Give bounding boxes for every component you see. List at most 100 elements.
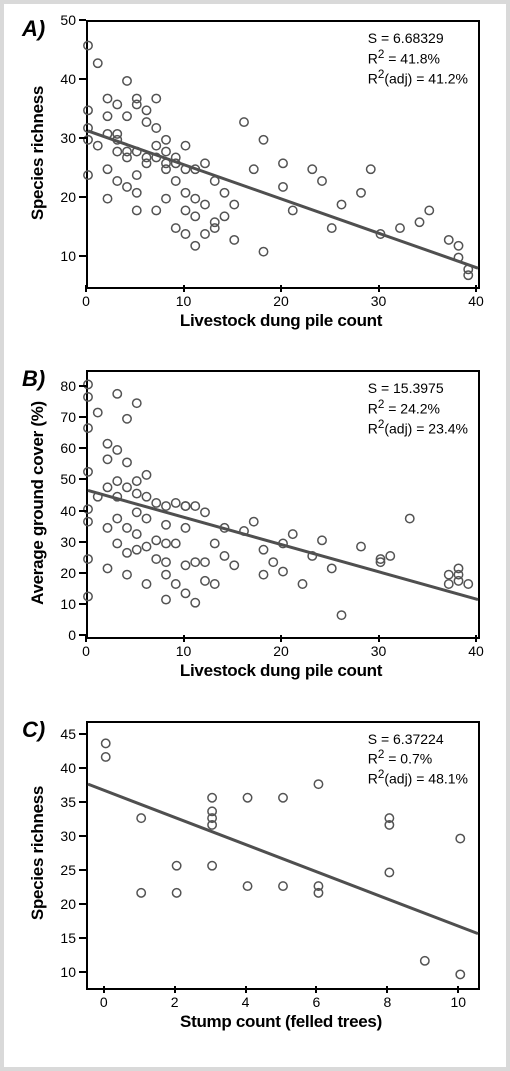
data-point xyxy=(454,242,462,250)
data-point xyxy=(84,424,92,432)
y-tick-label: 40 xyxy=(60,71,76,87)
x-tick-label: 10 xyxy=(176,293,192,309)
stat-r2: R2 = 0.7% xyxy=(368,748,468,768)
data-point xyxy=(211,218,219,226)
data-point xyxy=(162,194,170,202)
data-point xyxy=(318,536,326,544)
data-point xyxy=(464,271,472,279)
data-point xyxy=(123,549,131,557)
x-axis-title: Livestock dung pile count xyxy=(180,311,382,331)
x-tick-label: 8 xyxy=(383,994,391,1010)
y-axis-title: Species richness xyxy=(28,786,48,920)
data-point xyxy=(103,94,111,102)
x-tick-label: 0 xyxy=(82,643,90,659)
x-tick xyxy=(245,986,247,993)
y-tick-label: 50 xyxy=(60,471,76,487)
stat-r2adj: R2(adj) = 23.4% xyxy=(368,418,468,438)
stats-box: S = 6.68329R2 = 41.8%R2(adj) = 41.2% xyxy=(368,30,468,88)
data-point xyxy=(162,521,170,529)
data-point xyxy=(279,882,287,890)
stats-box: S = 6.37224R2 = 0.7%R2(adj) = 48.1% xyxy=(368,731,468,789)
y-tick xyxy=(79,869,86,871)
data-point xyxy=(230,561,238,569)
data-point xyxy=(367,165,375,173)
panel-label: A) xyxy=(22,16,45,42)
data-point xyxy=(172,580,180,588)
data-point xyxy=(152,555,160,563)
data-point xyxy=(162,558,170,566)
stat-r2adj: R2(adj) = 48.1% xyxy=(368,768,468,788)
y-tick xyxy=(79,78,86,80)
y-tick xyxy=(79,137,86,139)
stats-box: S = 15.3975R2 = 24.2%R2(adj) = 23.4% xyxy=(368,380,468,438)
y-tick xyxy=(79,447,86,449)
data-point xyxy=(142,580,150,588)
y-tick-label: 80 xyxy=(60,378,76,394)
data-point xyxy=(103,483,111,491)
data-point xyxy=(113,540,121,548)
y-tick-label: 20 xyxy=(60,565,76,581)
data-point xyxy=(208,793,216,801)
plot-area: S = 6.68329R2 = 41.8%R2(adj) = 41.2% xyxy=(86,20,480,289)
data-point xyxy=(328,565,336,573)
data-point xyxy=(162,502,170,510)
y-tick-label: 10 xyxy=(60,596,76,612)
chart-page: A) S = 6.68329R2 = 41.8%R2(adj) = 41.2% 10… xyxy=(0,0,510,1071)
data-point xyxy=(318,177,326,185)
data-point xyxy=(191,599,199,607)
y-tick-label: 60 xyxy=(60,440,76,456)
data-point xyxy=(250,518,258,526)
data-point xyxy=(102,739,110,747)
data-point xyxy=(201,159,209,167)
y-tick xyxy=(79,733,86,735)
data-point xyxy=(269,558,277,566)
data-point xyxy=(259,571,267,579)
x-tick-label: 2 xyxy=(171,994,179,1010)
data-point xyxy=(357,189,365,197)
data-point xyxy=(94,141,102,149)
data-point xyxy=(201,230,209,238)
data-point xyxy=(152,206,160,214)
x-tick-label: 30 xyxy=(371,643,387,659)
data-point xyxy=(133,546,141,554)
data-point xyxy=(103,565,111,573)
stat-r2adj: R2(adj) = 41.2% xyxy=(368,68,468,88)
data-point xyxy=(84,393,92,401)
data-point xyxy=(133,477,141,485)
data-point xyxy=(142,471,150,479)
data-point xyxy=(162,147,170,155)
data-point xyxy=(103,194,111,202)
y-tick xyxy=(79,510,86,512)
x-tick xyxy=(475,635,477,642)
data-point xyxy=(201,508,209,516)
y-tick xyxy=(79,541,86,543)
x-tick xyxy=(315,986,317,993)
data-point xyxy=(464,580,472,588)
data-point xyxy=(181,206,189,214)
x-tick-label: 6 xyxy=(313,994,321,1010)
data-point xyxy=(142,493,150,501)
data-point xyxy=(172,540,180,548)
data-point xyxy=(456,970,464,978)
y-tick xyxy=(79,603,86,605)
data-point xyxy=(84,41,92,49)
data-point xyxy=(152,499,160,507)
y-tick xyxy=(79,835,86,837)
data-point xyxy=(84,555,92,563)
y-tick-label: 70 xyxy=(60,409,76,425)
data-point xyxy=(211,540,219,548)
data-point xyxy=(133,171,141,179)
data-point xyxy=(425,206,433,214)
data-point xyxy=(84,518,92,526)
data-point xyxy=(84,124,92,132)
data-point xyxy=(113,100,121,108)
data-point xyxy=(357,543,365,551)
data-point xyxy=(172,177,180,185)
data-point xyxy=(113,477,121,485)
data-point xyxy=(162,571,170,579)
x-tick xyxy=(174,986,176,993)
data-point xyxy=(123,112,131,120)
y-tick xyxy=(79,572,86,574)
y-tick xyxy=(79,971,86,973)
data-point xyxy=(133,100,141,108)
